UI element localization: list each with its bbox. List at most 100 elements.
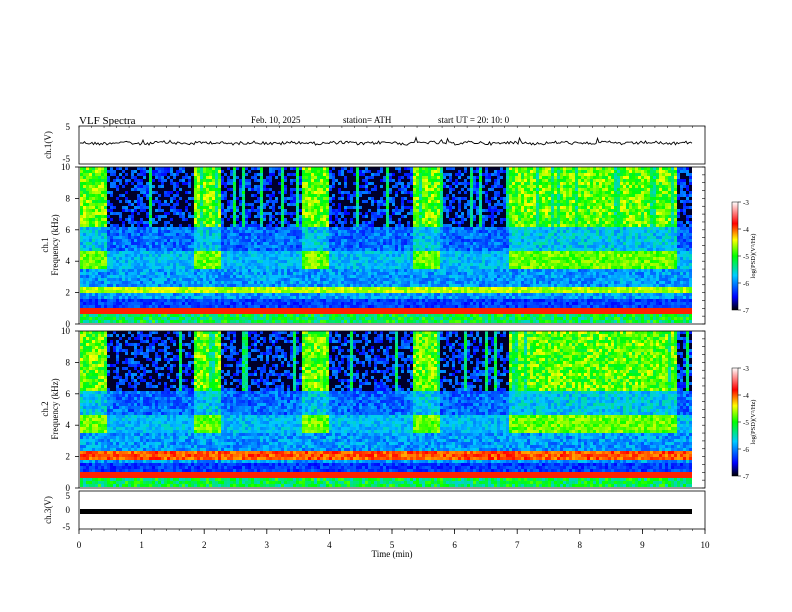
spec-cell xyxy=(332,170,335,173)
spec-cell xyxy=(311,254,314,257)
spec-cell xyxy=(305,275,308,278)
spec-cell xyxy=(347,221,350,224)
spec-cell xyxy=(206,236,209,239)
spec-cell xyxy=(227,209,230,212)
spec-cell xyxy=(329,215,332,218)
spec-cell xyxy=(278,242,281,245)
spec-cell xyxy=(278,191,281,194)
spec-cell xyxy=(170,203,173,206)
spec-cell xyxy=(155,170,158,173)
spec-cell xyxy=(314,257,317,260)
spec-cell xyxy=(143,233,146,236)
spec-cell xyxy=(251,284,254,287)
spec-cell xyxy=(242,236,245,239)
spec-cell xyxy=(299,185,302,188)
spec-cell xyxy=(275,218,278,221)
spec-cell xyxy=(95,173,98,176)
spec-cell xyxy=(116,263,119,266)
spec-cell xyxy=(221,257,224,260)
spec-cell xyxy=(179,320,182,323)
spec-cell xyxy=(332,317,335,320)
spec-cell xyxy=(191,191,194,194)
spec-cell xyxy=(305,284,308,287)
spec-cell xyxy=(242,263,245,266)
spec-cell xyxy=(350,254,353,257)
spec-cell xyxy=(227,248,230,251)
spec-cell xyxy=(332,302,335,305)
spec-cell xyxy=(119,269,122,272)
spec-cell xyxy=(296,302,299,305)
spec-cell xyxy=(245,185,248,188)
spec-cell xyxy=(146,257,149,260)
spec-cell xyxy=(326,194,329,197)
spec-cell xyxy=(359,290,362,293)
spec-cell xyxy=(326,179,329,182)
spec-cell xyxy=(227,266,230,269)
spec-cell xyxy=(137,299,140,302)
spec-cell xyxy=(170,167,173,170)
spec-cell xyxy=(92,227,95,230)
spec-cell xyxy=(182,185,185,188)
spec-cell xyxy=(104,257,107,260)
spec-cell xyxy=(311,191,314,194)
spec-cell xyxy=(218,209,221,212)
spec-cell xyxy=(245,218,248,221)
spec-cell xyxy=(233,212,236,215)
spec-cell xyxy=(326,242,329,245)
spec-cell xyxy=(347,185,350,188)
spec-cell xyxy=(344,311,347,314)
spec-cell xyxy=(203,317,206,320)
spec-cell xyxy=(185,242,188,245)
spec-cell xyxy=(233,305,236,308)
spec-cell xyxy=(140,239,143,242)
spec-cell xyxy=(122,287,125,290)
spec-cell xyxy=(116,233,119,236)
spec-cell xyxy=(323,194,326,197)
spec-cell xyxy=(308,212,311,215)
spec-cell xyxy=(116,311,119,314)
spec-cell xyxy=(215,317,218,320)
spec-cell xyxy=(155,305,158,308)
spec-cell xyxy=(119,302,122,305)
spec-cell xyxy=(305,302,308,305)
spec-cell xyxy=(152,320,155,323)
spec-cell xyxy=(191,185,194,188)
spec-cell xyxy=(155,281,158,284)
spec-cell xyxy=(131,167,134,170)
spec-cell xyxy=(299,290,302,293)
spec-cell xyxy=(332,209,335,212)
spec-cell xyxy=(242,281,245,284)
spec-cell xyxy=(191,320,194,323)
spec-cell xyxy=(239,257,242,260)
spec-cell xyxy=(173,311,176,314)
spec-cell xyxy=(254,230,257,233)
spec-cell xyxy=(230,269,233,272)
spec-cell xyxy=(209,188,212,191)
spec-cell xyxy=(305,212,308,215)
spec-cell xyxy=(311,320,314,323)
spec-cell xyxy=(122,320,125,323)
spec-cell xyxy=(305,167,308,170)
spec-cell xyxy=(296,239,299,242)
spec-cell xyxy=(317,257,320,260)
spec-cell xyxy=(107,167,110,170)
spec-cell xyxy=(164,245,167,248)
spec-cell xyxy=(269,320,272,323)
spec-cell xyxy=(236,284,239,287)
spec-cell xyxy=(311,224,314,227)
spec-cell xyxy=(122,176,125,179)
spec-cell xyxy=(107,299,110,302)
spec-cell xyxy=(167,230,170,233)
spec-cell xyxy=(362,254,365,257)
spec-cell xyxy=(143,242,146,245)
spec-cell xyxy=(335,302,338,305)
spec-cell xyxy=(116,173,119,176)
spec-cell xyxy=(215,170,218,173)
spec-cell xyxy=(242,188,245,191)
spec-cell xyxy=(149,257,152,260)
spec-cell xyxy=(164,221,167,224)
spec-cell xyxy=(194,278,197,281)
spec-cell xyxy=(80,257,83,260)
spec-cell xyxy=(299,242,302,245)
spec-cell xyxy=(323,263,326,266)
